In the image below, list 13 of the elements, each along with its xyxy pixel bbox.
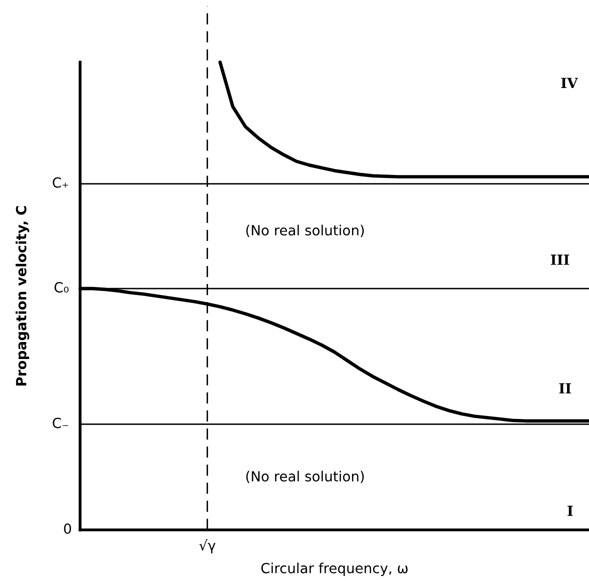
x-axis-title: Circular frequency, ω — [261, 562, 408, 576]
text: 0 — [64, 523, 72, 534]
ref-line-label: C₀ — [54, 282, 69, 293]
ref-line-label: C₋ — [52, 418, 68, 428]
annotation: III — [550, 254, 570, 265]
annotation: IV — [561, 78, 578, 88]
annotation: II — [559, 383, 571, 394]
annotation: I — [568, 506, 573, 516]
y-axis-title: Propagation velocity, C — [16, 206, 30, 386]
annotation: (No real solution) — [246, 470, 364, 484]
ref-line-label: C₊ — [52, 177, 68, 188]
text: √γ — [199, 539, 216, 554]
annotation: (No real solution) — [246, 224, 364, 238]
